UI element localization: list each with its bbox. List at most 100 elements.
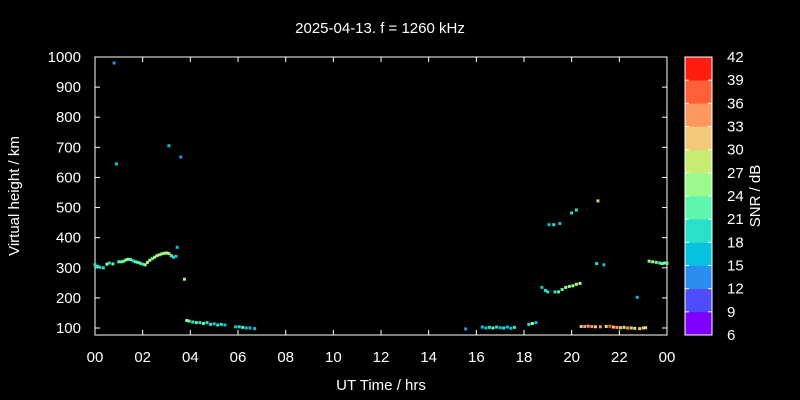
data-point xyxy=(663,261,667,265)
data-point xyxy=(484,326,488,330)
data-point xyxy=(557,290,561,294)
data-point xyxy=(107,261,111,265)
colorbar-tick-label: 24 xyxy=(727,188,744,205)
data-point xyxy=(586,324,590,328)
data-point xyxy=(629,326,633,330)
data-point xyxy=(244,326,248,330)
data-point xyxy=(141,262,145,266)
data-point xyxy=(619,326,622,330)
chart-title: 2025-04-13. f = 1260 kHz xyxy=(295,20,465,37)
data-point xyxy=(604,325,608,328)
data-point xyxy=(578,281,582,285)
y-tick-label: 500 xyxy=(56,200,81,217)
data-point xyxy=(579,325,583,328)
data-point xyxy=(595,262,599,266)
colorbar-tick-label: 27 xyxy=(727,165,744,182)
data-point xyxy=(626,326,630,330)
y-axis: 100 200 300 400 500 600 700 800 900 1000 xyxy=(48,49,667,337)
data-point xyxy=(115,162,118,166)
data-point xyxy=(560,288,564,291)
data-point xyxy=(191,320,195,324)
data-point xyxy=(185,319,189,322)
x-tick-label: 06 xyxy=(230,349,247,366)
data-point xyxy=(574,282,578,286)
data-point xyxy=(212,322,216,326)
x-tick-label: 12 xyxy=(373,349,390,366)
colorbar-segment xyxy=(685,57,712,81)
data-point xyxy=(487,325,491,329)
y-axis-label: Virtual height / km xyxy=(6,136,23,256)
colorbar-tick-label: 6 xyxy=(727,327,735,344)
colorbar: 6 9 12 15 18 21 24 27 30 33 36 39 42 xyxy=(684,49,744,344)
colorbar-segment xyxy=(685,196,712,220)
data-point xyxy=(126,257,130,261)
x-tick-label: 02 xyxy=(134,349,151,366)
colorbar-segment xyxy=(685,311,712,336)
data-point xyxy=(122,259,126,263)
data-point xyxy=(495,325,499,329)
data-point xyxy=(148,258,152,262)
x-tick-label: 00 xyxy=(659,349,676,366)
data-point xyxy=(608,324,612,328)
y-tick-label: 700 xyxy=(56,139,81,156)
data-point xyxy=(111,262,115,266)
x-tick-label: 22 xyxy=(611,349,628,366)
colorbar-tick-label: 18 xyxy=(727,234,744,251)
data-point xyxy=(124,258,128,262)
data-point xyxy=(596,199,600,203)
x-tick-label: 10 xyxy=(325,349,342,366)
y-tick-label: 200 xyxy=(56,290,81,307)
data-point xyxy=(564,285,568,289)
data-point xyxy=(498,326,502,330)
data-point xyxy=(198,321,202,325)
data-point xyxy=(480,325,484,329)
data-point xyxy=(209,322,213,326)
data-point xyxy=(552,223,556,227)
data-point xyxy=(167,252,171,256)
data-point xyxy=(635,295,639,299)
data-point xyxy=(145,260,149,264)
data-point xyxy=(167,144,171,148)
colorbar-tick-label: 39 xyxy=(727,72,744,89)
data-point xyxy=(654,260,658,264)
data-point xyxy=(571,284,575,288)
data-point xyxy=(530,322,534,325)
data-point xyxy=(253,327,257,331)
y-tick-label: 600 xyxy=(56,169,81,186)
data-point xyxy=(464,327,468,331)
x-tick-label: 04 xyxy=(182,349,199,366)
colorbar-tick-label: 21 xyxy=(727,211,744,228)
data-point xyxy=(491,326,495,330)
data-point xyxy=(558,222,562,225)
colorbar-segment xyxy=(685,126,712,150)
colorbar-segment xyxy=(685,219,712,243)
colorbar-segment xyxy=(685,80,712,104)
data-point xyxy=(129,258,133,262)
data-point xyxy=(509,326,513,330)
x-tick-label: 08 xyxy=(277,349,294,366)
data-point xyxy=(527,322,531,326)
colorbar-tick-label: 30 xyxy=(727,142,744,159)
data-point xyxy=(611,325,615,329)
data-point xyxy=(570,211,574,215)
x-axis-label: UT Time / hrs xyxy=(336,377,426,394)
data-point xyxy=(665,261,669,265)
data-point xyxy=(194,321,198,325)
data-point xyxy=(179,155,183,159)
colorbar-tick-label: 15 xyxy=(727,258,744,275)
data-point xyxy=(583,325,587,328)
data-point xyxy=(134,260,137,264)
data-point xyxy=(162,251,166,255)
y-tick-label: 400 xyxy=(56,230,81,247)
data-point xyxy=(174,254,178,258)
colorbar-segment xyxy=(685,265,712,289)
data-point xyxy=(223,323,227,327)
x-tick-label: 00 xyxy=(87,349,104,366)
data-point xyxy=(622,325,626,329)
data-point xyxy=(187,319,191,323)
colorbar-segment xyxy=(685,149,712,174)
data-point xyxy=(647,259,651,263)
